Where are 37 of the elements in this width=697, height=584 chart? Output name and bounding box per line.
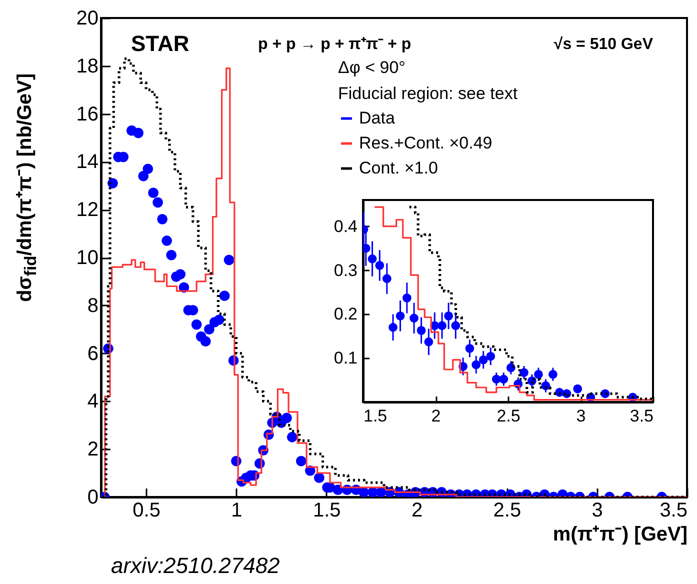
x-tick-label: 0.5 xyxy=(132,500,160,522)
y-tick-label: 2 xyxy=(87,438,98,461)
y-tick-label: 10 xyxy=(76,247,98,269)
x-tick-label: 3 xyxy=(592,500,603,522)
legend-label: Data xyxy=(359,108,396,128)
x-tick-label: 3.5 xyxy=(630,406,654,426)
legend-label: Cont. ×1.0 xyxy=(359,158,438,178)
y-tick-label: 14 xyxy=(76,151,98,174)
y-tick-label: 0.2 xyxy=(334,304,358,324)
x-axis-title: m(π⁺π⁻) [GeV] xyxy=(552,524,688,546)
x-tick-label: 1.5 xyxy=(312,500,341,522)
y-tick-label: 0.3 xyxy=(334,260,358,280)
annotation: Fiducial region: see text xyxy=(338,84,518,103)
y-tick-label: 0.1 xyxy=(334,348,358,368)
annotation: Δφ < 90° xyxy=(338,58,406,77)
text: arxiv:2510.27482 xyxy=(111,553,280,578)
annotation: √s = 510 GeV xyxy=(554,36,654,53)
y-tick-label: 18 xyxy=(76,55,98,78)
x-tick-label: 2 xyxy=(411,500,423,522)
y-tick-label: 4 xyxy=(87,390,98,413)
y-tick-label: 0.4 xyxy=(334,216,358,236)
text: STAR xyxy=(131,31,190,56)
x-tick-label: 2.5 xyxy=(496,406,520,426)
y-tick-label: 16 xyxy=(76,103,98,126)
x-tick-label: 1 xyxy=(231,500,242,522)
x-tick-label: 3.5 xyxy=(660,500,688,522)
y-tick-label: 8 xyxy=(87,294,98,317)
y-tick-label: 20 xyxy=(76,8,98,30)
x-tick-label: 2 xyxy=(431,406,441,426)
x-tick-label: 3 xyxy=(576,406,586,426)
x-tick-label: 2.5 xyxy=(493,500,522,522)
x-tick-label: 1.5 xyxy=(364,406,388,426)
legend-label: Res.+Cont. ×0.49 xyxy=(359,134,492,152)
y-tick-label: 6 xyxy=(87,342,98,365)
annotation: p + p → p + π⁺π⁻ + p xyxy=(258,36,412,53)
y-tick-label: 0 xyxy=(87,486,98,508)
y-tick-label: 12 xyxy=(76,199,98,222)
